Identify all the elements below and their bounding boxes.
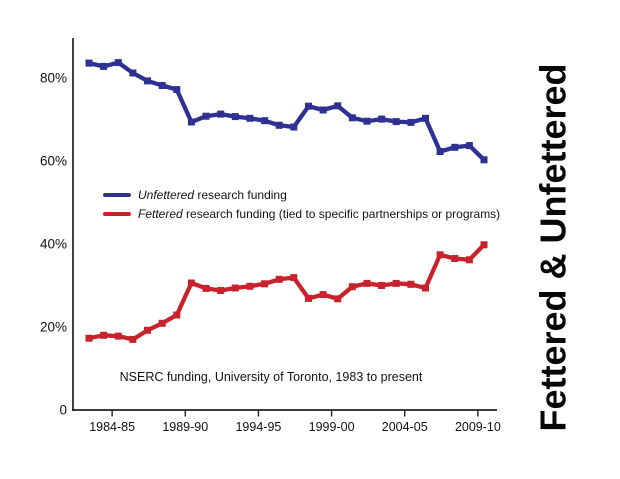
data-point-marker-fettered — [451, 255, 459, 262]
data-point-marker-fettered — [114, 332, 122, 340]
x-tick-label: 1989-90 — [162, 420, 208, 434]
data-point-marker-fettered — [334, 295, 342, 303]
data-point-marker-unfettered — [275, 121, 283, 129]
legend-label-fettered: Fettered research funding (tied to speci… — [138, 207, 500, 221]
data-point-marker-unfettered — [348, 114, 356, 122]
data-point-marker-fettered — [129, 335, 137, 343]
data-point-marker-unfettered — [407, 118, 415, 126]
chart-title-vertical: Fettered & Unfettered — [532, 63, 574, 432]
legend: Unfettered research funding Fettered res… — [103, 188, 500, 221]
series-fettered — [85, 241, 488, 343]
data-point-marker-fettered — [436, 251, 444, 259]
data-point-marker-unfettered — [422, 114, 429, 122]
data-point-marker-unfettered — [261, 117, 269, 125]
legend-label-unfettered: Unfettered research funding — [138, 188, 287, 202]
data-point-marker-unfettered — [187, 118, 195, 126]
data-point-marker-fettered — [85, 334, 93, 342]
data-point-marker-unfettered — [319, 106, 327, 114]
y-tick-label: 0 — [59, 403, 67, 418]
legend-label-fettered-emphasis: Fettered — [138, 207, 183, 221]
data-point-marker-fettered — [261, 280, 269, 288]
x-axis-ticks: 1984-85 1989-90 1994-95 1999-00 2004-05 2009-… — [89, 410, 501, 434]
data-point-marker-fettered — [363, 279, 371, 287]
data-point-marker-unfettered — [173, 86, 181, 94]
data-point-marker-unfettered — [100, 62, 108, 70]
legend-label-unfettered-emphasis: Unfettered — [138, 188, 195, 202]
data-point-marker-fettered — [378, 282, 386, 289]
data-point-marker-fettered — [100, 331, 108, 339]
data-point-marker-fettered — [173, 311, 181, 319]
data-point-marker-unfettered — [231, 113, 239, 121]
y-tick-label: 20% — [40, 320, 67, 335]
x-tick-label: 1994-95 — [235, 420, 281, 434]
legend-swatch-unfettered — [103, 193, 131, 197]
data-point-marker-unfettered — [202, 112, 210, 120]
data-point-marker-unfettered — [392, 118, 400, 126]
annotation-source: NSERC funding, University of Toronto, 19… — [119, 370, 423, 384]
data-point-marker-unfettered — [85, 59, 93, 67]
data-point-marker-fettered — [290, 274, 298, 282]
data-point-marker-unfettered — [465, 142, 473, 150]
series-unfettered — [85, 59, 488, 164]
data-point-marker-unfettered — [129, 69, 137, 77]
data-point-marker-fettered — [422, 284, 429, 292]
data-point-marker-fettered — [275, 275, 283, 283]
y-tick-label: 40% — [40, 237, 67, 252]
x-tick-label: 2009-10 — [455, 420, 501, 434]
legend-label-unfettered-rest: research funding — [194, 188, 287, 202]
data-point-marker-fettered — [231, 284, 239, 292]
data-point-marker-unfettered — [217, 110, 225, 118]
data-point-marker-unfettered — [114, 59, 122, 67]
data-point-marker-fettered — [187, 279, 195, 287]
data-point-marker-fettered — [319, 291, 327, 299]
y-tick-label: 60% — [40, 154, 67, 169]
data-point-marker-unfettered — [436, 148, 444, 155]
data-point-marker-unfettered — [144, 77, 151, 85]
data-point-marker-unfettered — [363, 117, 371, 125]
data-point-marker-fettered — [246, 282, 254, 290]
axes — [72, 38, 497, 411]
data-point-marker-fettered — [144, 326, 151, 334]
y-tick-label: 80% — [40, 71, 67, 86]
data-point-marker-unfettered — [480, 156, 488, 164]
data-point-marker-fettered — [158, 319, 166, 327]
data-point-marker-fettered — [348, 283, 356, 291]
data-point-marker-unfettered — [305, 102, 312, 110]
data-point-marker-fettered — [465, 256, 473, 264]
data-point-marker-fettered — [305, 294, 312, 302]
y-axis-labels: 0 20% 40% 60% 80% — [40, 71, 67, 418]
data-point-marker-unfettered — [290, 123, 298, 131]
series-fettered-line — [88, 243, 486, 342]
data-point-marker-unfettered — [451, 143, 459, 151]
series-unfettered-line — [88, 60, 486, 162]
legend-label-fettered-rest: research funding (tied to specific partn… — [182, 207, 501, 221]
data-point-marker-unfettered — [378, 115, 386, 123]
data-point-marker-fettered — [217, 287, 225, 294]
legend-item-unfettered: Unfettered research funding — [103, 188, 500, 202]
data-point-marker-unfettered — [334, 102, 342, 110]
x-tick-label: 2004-05 — [382, 420, 428, 434]
data-point-marker-fettered — [480, 241, 488, 249]
data-point-marker-unfettered — [246, 114, 254, 122]
x-tick-label: 1999-00 — [309, 420, 355, 434]
x-tick-label: 1984-85 — [89, 420, 135, 434]
data-point-marker-fettered — [202, 284, 210, 292]
data-point-marker-fettered — [392, 279, 400, 287]
legend-swatch-fettered — [103, 212, 131, 216]
legend-item-fettered: Fettered research funding (tied to speci… — [103, 207, 500, 221]
data-point-marker-unfettered — [158, 82, 166, 89]
data-point-marker-fettered — [407, 280, 415, 288]
